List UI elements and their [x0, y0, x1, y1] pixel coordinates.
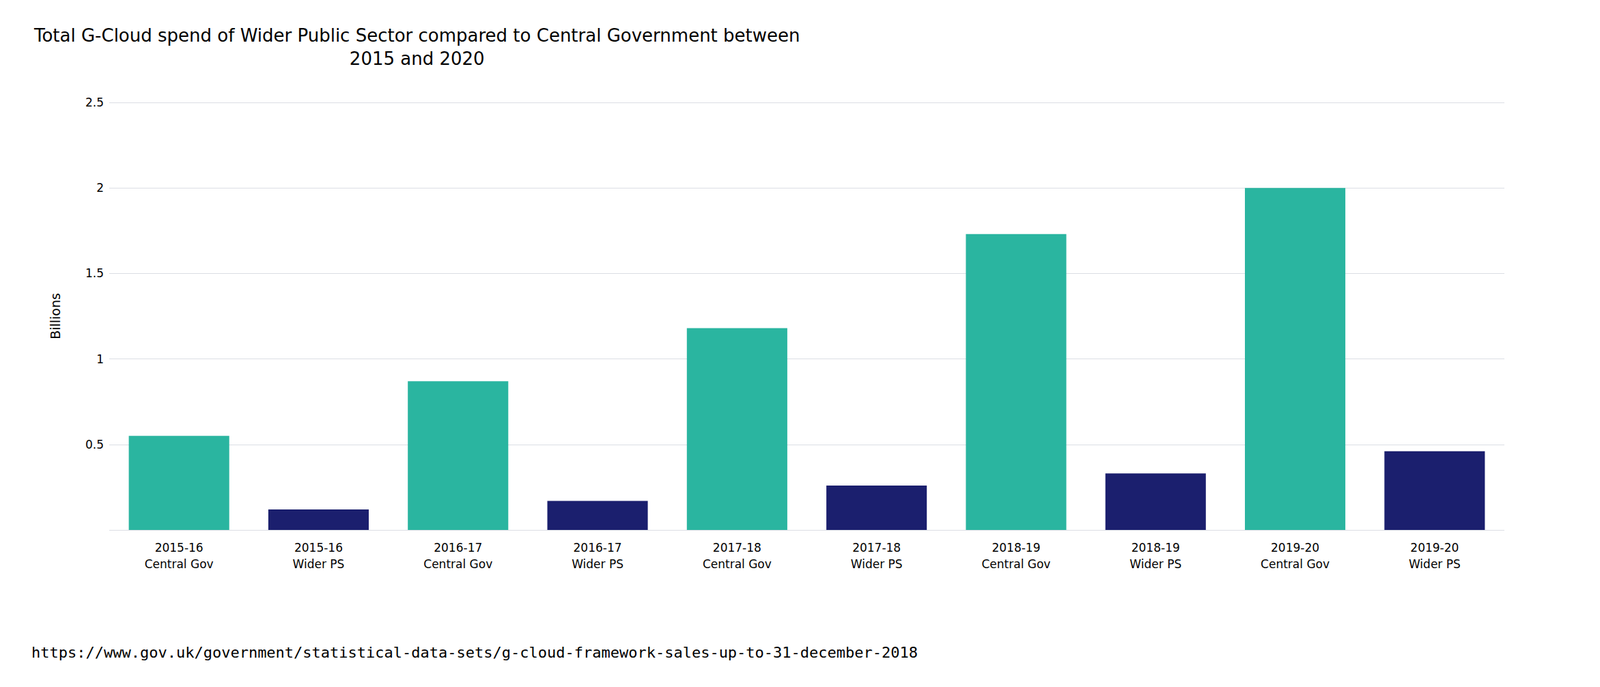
svg-text:2019-20: 2019-20	[1270, 540, 1320, 555]
svg-text:1: 1	[96, 352, 104, 367]
svg-text:Wider PS: Wider PS	[292, 557, 345, 571]
svg-text:2016-17: 2016-17	[573, 540, 623, 555]
svg-text:Wider PS: Wider PS	[571, 557, 624, 571]
svg-text:Wider PS: Wider PS	[1408, 557, 1461, 571]
svg-text:Wider PS: Wider PS	[1129, 557, 1182, 571]
svg-text:Central Gov: Central Gov	[702, 557, 772, 571]
svg-text:2017-18: 2017-18	[712, 540, 762, 555]
svg-text:2015 and 2020: 2015 and 2020	[349, 48, 485, 69]
svg-text:2015-16: 2015-16	[155, 540, 204, 555]
svg-text:2017-18: 2017-18	[852, 540, 901, 555]
svg-text:Central Gov: Central Gov	[1260, 557, 1330, 571]
svg-text:Central Gov: Central Gov	[981, 557, 1051, 571]
svg-text:0.5: 0.5	[85, 437, 104, 452]
svg-text:Central Gov: Central Gov	[144, 557, 214, 571]
svg-text:2019-20: 2019-20	[1410, 540, 1459, 555]
svg-text:2018-19: 2018-19	[1131, 540, 1181, 555]
svg-text:1.5: 1.5	[85, 266, 104, 280]
svg-text:2.5: 2.5	[85, 95, 104, 110]
svg-text:Billions: Billions	[47, 292, 63, 340]
svg-text:2: 2	[96, 180, 104, 195]
svg-text:Central Gov: Central Gov	[423, 557, 493, 571]
svg-text:2018-19: 2018-19	[991, 540, 1041, 555]
svg-text:2016-17: 2016-17	[433, 540, 483, 555]
svg-text:2015-16: 2015-16	[294, 540, 343, 555]
svg-text:Total G-Cloud spend of Wider P: Total G-Cloud spend of Wider Public Sect…	[33, 25, 801, 46]
svg-text:Wider PS: Wider PS	[850, 557, 903, 571]
svg-text:https://www.gov.uk/government/: https://www.gov.uk/government/statistica…	[31, 643, 918, 662]
